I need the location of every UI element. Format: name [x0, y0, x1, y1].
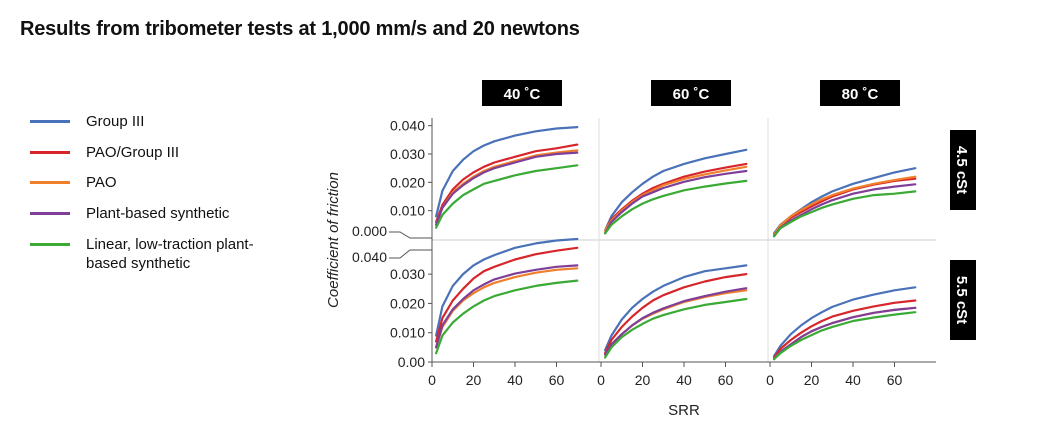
- y-tick-label: 0.000: [352, 223, 387, 239]
- legend-label: Plant-based synthetic: [86, 205, 230, 222]
- series-line: [772, 311, 917, 361]
- series-line: [603, 169, 748, 235]
- series-line: [435, 143, 579, 224]
- x-tick-label: 60: [887, 372, 903, 388]
- series-line: [772, 175, 917, 236]
- y-tick-label: 0.00: [398, 354, 425, 370]
- series-line: [435, 264, 579, 349]
- y-tick-label: 0.020: [390, 295, 425, 311]
- series-line: [435, 149, 579, 226]
- facet-row-label: 5.5 cSt: [953, 276, 970, 324]
- series-line: [435, 279, 579, 355]
- facet-row-label-bg: [950, 130, 976, 210]
- facet-column-label: 60 ˚C: [673, 86, 710, 103]
- series-line: [772, 190, 917, 238]
- x-tick-label: 40: [845, 372, 861, 388]
- y-tick-label: 0.030: [390, 266, 425, 282]
- series-line: [772, 286, 917, 358]
- legend-swatch: [30, 243, 70, 246]
- y-tick-label: 0.010: [390, 203, 425, 219]
- y-tick-label: 0.020: [390, 174, 425, 190]
- axis-break-marker: [389, 249, 432, 259]
- y-tick-label: 0.040: [390, 118, 425, 134]
- y-tick-label: 0.040: [352, 249, 387, 265]
- x-axis-title: SRR: [668, 402, 700, 419]
- legend-label: Group III: [86, 113, 145, 130]
- facet-row-label: 4.5 cSt: [953, 146, 970, 194]
- x-tick-label: 40: [507, 372, 523, 388]
- series-line: [435, 125, 579, 218]
- x-tick-label: 0: [766, 372, 774, 388]
- series-line: [435, 246, 579, 343]
- series-line: [603, 273, 748, 355]
- y-tick-label: 0.010: [390, 325, 425, 341]
- y-axis-title: Coefficient of friction: [325, 172, 342, 308]
- series-line: [603, 179, 748, 235]
- legend-label: Linear, low-traction plant-based synthet…: [86, 236, 254, 272]
- legend-label: PAO/Group III: [86, 144, 180, 161]
- x-tick-label: 0: [428, 372, 436, 388]
- legend-swatch: [30, 212, 70, 215]
- series-line: [435, 164, 579, 229]
- facet-column-label: 40 ˚C: [504, 86, 541, 103]
- facet-column-label-bg: [820, 80, 900, 106]
- facet-row-label-bg: [950, 260, 976, 340]
- legend-swatch: [30, 151, 70, 154]
- x-tick-label: 20: [804, 372, 820, 388]
- x-tick-label: 20: [635, 372, 651, 388]
- legend-swatch: [30, 181, 70, 184]
- series-line: [603, 264, 748, 352]
- facet-column-label-bg: [651, 80, 731, 106]
- x-tick-label: 60: [549, 372, 565, 388]
- facet-column-label-bg: [482, 80, 562, 106]
- series-line: [603, 297, 748, 359]
- x-tick-label: 20: [466, 372, 482, 388]
- series-line: [603, 148, 748, 232]
- x-tick-label: 60: [718, 372, 734, 388]
- series-line: [435, 237, 579, 337]
- series-line: [435, 151, 579, 226]
- series-line: [772, 306, 917, 361]
- legend-label: PAO: [86, 174, 117, 191]
- x-tick-label: 40: [676, 372, 692, 388]
- legend-swatch: [30, 120, 70, 123]
- x-tick-label: 0: [597, 372, 605, 388]
- series-line: [772, 299, 917, 359]
- facet-column-label: 80 ˚C: [842, 86, 879, 103]
- axis-break-marker: [389, 231, 432, 239]
- series-line: [603, 287, 748, 356]
- page-title: Results from tribometer tests at 1,000 m…: [20, 18, 580, 40]
- y-tick-label: 0.030: [390, 146, 425, 162]
